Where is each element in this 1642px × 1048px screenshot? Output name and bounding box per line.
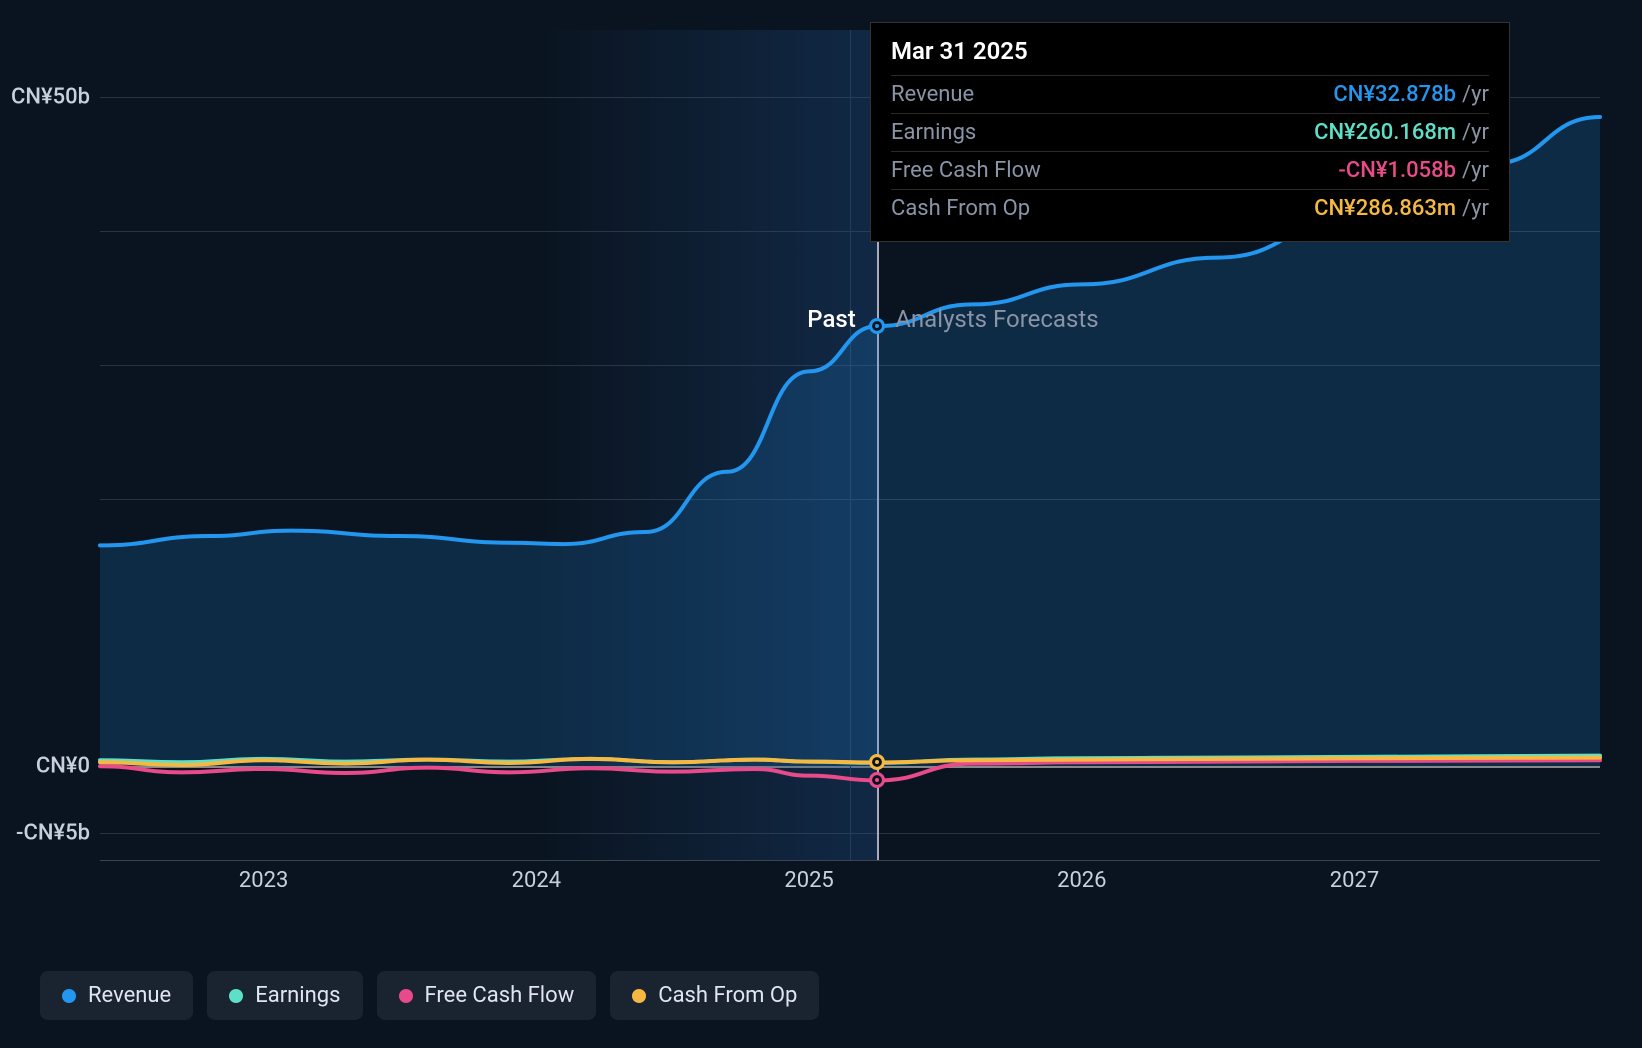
tooltip-row-unit: /yr xyxy=(1462,158,1489,183)
tooltip-row-unit: /yr xyxy=(1462,196,1489,221)
tooltip-row-label: Cash From Op xyxy=(891,196,1314,221)
x-axis-label: 2025 xyxy=(784,868,833,893)
tooltip-panel: Mar 31 2025 RevenueCN¥32.878b/yrEarnings… xyxy=(870,22,1510,242)
tooltip-row-unit: /yr xyxy=(1462,120,1489,145)
x-axis-label: 2023 xyxy=(239,868,288,893)
tooltip-row: Free Cash Flow-CN¥1.058b/yr xyxy=(891,152,1489,190)
legend-label: Cash From Op xyxy=(658,983,797,1008)
legend-label: Free Cash Flow xyxy=(425,983,575,1008)
legend-dot-icon xyxy=(229,989,243,1003)
tooltip-row-label: Earnings xyxy=(891,120,1314,145)
legend-label: Revenue xyxy=(88,983,171,1008)
marker-cfo[interactable] xyxy=(869,754,885,770)
y-axis-label: CN¥50b xyxy=(11,84,90,109)
tooltip-row-label: Free Cash Flow xyxy=(891,158,1338,183)
tooltip-row-label: Revenue xyxy=(891,82,1333,107)
tooltip-row-unit: /yr xyxy=(1462,82,1489,107)
y-axis-label: CN¥0 xyxy=(36,754,90,779)
legend-dot-icon xyxy=(632,989,646,1003)
y-axis-label: -CN¥5b xyxy=(16,821,90,846)
tooltip-row: EarningsCN¥260.168m/yr xyxy=(891,114,1489,152)
x-axis-label: 2027 xyxy=(1330,868,1379,893)
x-axis-line xyxy=(100,860,1600,861)
legend-label: Earnings xyxy=(255,983,340,1008)
x-axis-label: 2026 xyxy=(1057,868,1106,893)
tooltip-date: Mar 31 2025 xyxy=(891,37,1489,76)
legend-dot-icon xyxy=(62,989,76,1003)
marker-fcf[interactable] xyxy=(869,772,885,788)
legend-item-earnings[interactable]: Earnings xyxy=(207,971,362,1020)
legend-dot-icon xyxy=(399,989,413,1003)
tooltip-row: Cash From OpCN¥286.863m/yr xyxy=(891,190,1489,227)
tooltip-row-value: CN¥32.878b xyxy=(1333,82,1456,107)
label-forecast: Analysts Forecasts xyxy=(895,305,1098,333)
tooltip-row-value: -CN¥1.058b xyxy=(1338,158,1456,183)
tooltip-row-value: CN¥286.863m xyxy=(1314,196,1456,221)
legend-item-revenue[interactable]: Revenue xyxy=(40,971,193,1020)
legend-item-cfo[interactable]: Cash From Op xyxy=(610,971,819,1020)
legend: Revenue Earnings Free Cash Flow Cash From O… xyxy=(40,971,819,1020)
tooltip-row-value: CN¥260.168m xyxy=(1314,120,1456,145)
marker-revenue[interactable] xyxy=(869,318,885,334)
tooltip-row: RevenueCN¥32.878b/yr xyxy=(891,76,1489,114)
x-axis-label: 2024 xyxy=(512,868,561,893)
label-past: Past xyxy=(807,305,855,333)
legend-item-fcf[interactable]: Free Cash Flow xyxy=(377,971,597,1020)
